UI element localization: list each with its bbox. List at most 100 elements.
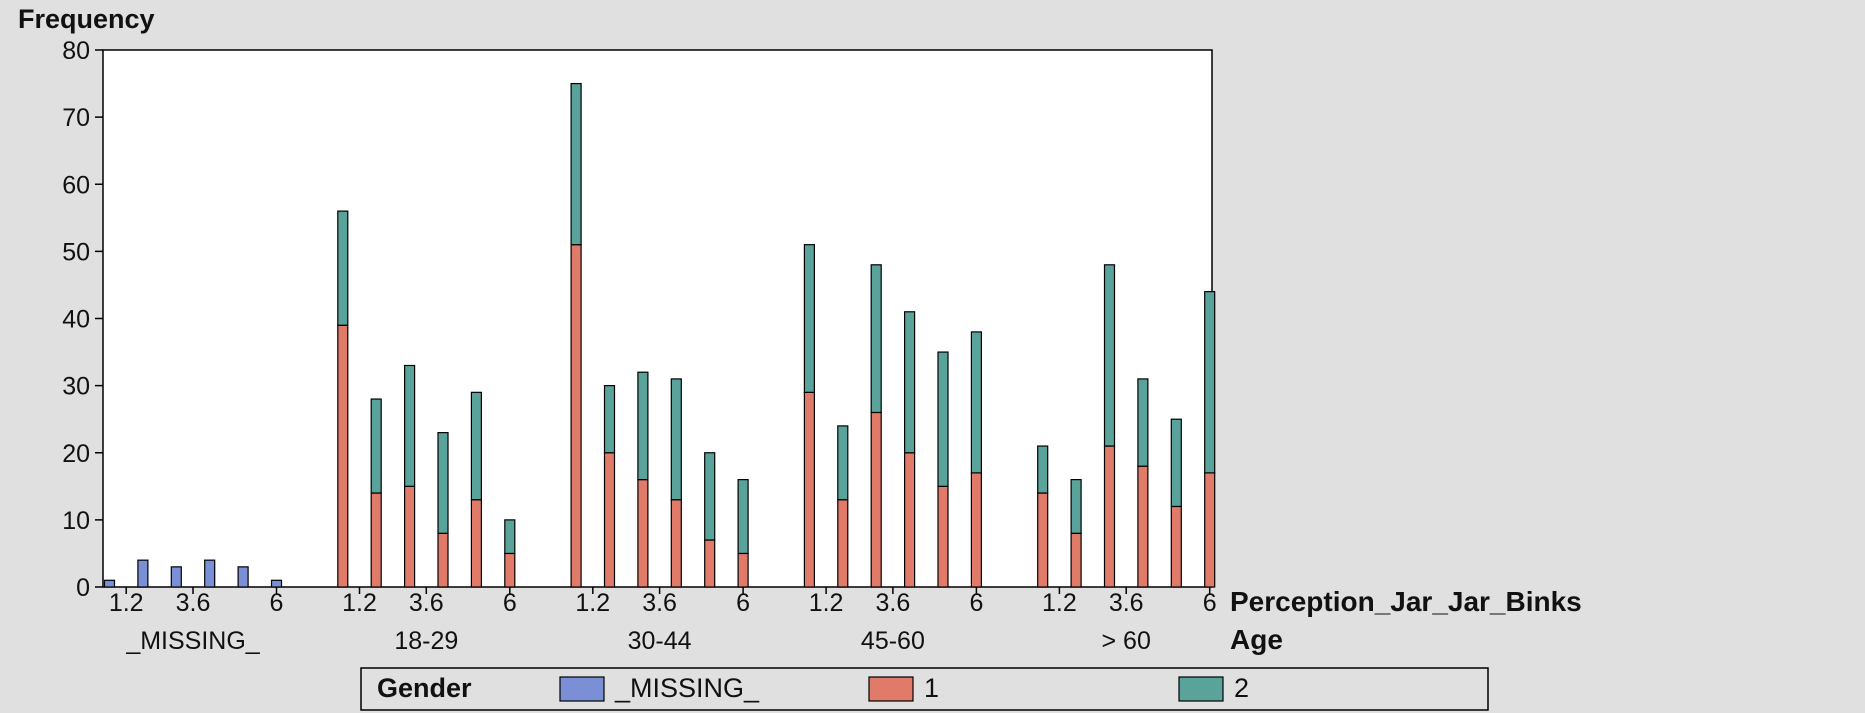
x-tick-label: 1.2 (575, 589, 610, 617)
bar-segment (370, 398, 382, 494)
y-tick-label: 40 (62, 306, 90, 334)
group-label: > 60 (1102, 627, 1151, 655)
bar-segment (470, 499, 482, 588)
x-tick-label: 6 (503, 589, 517, 617)
bar-segment (870, 264, 882, 414)
bar-segment (803, 391, 816, 588)
bar-segment (404, 364, 416, 487)
bar-segment (570, 244, 582, 588)
bar-segment (470, 391, 482, 501)
bar-segment (504, 552, 516, 588)
x-tick-label: 1.2 (809, 589, 844, 617)
legend-label: 2 (1234, 673, 1249, 703)
bar-segment (1137, 465, 1149, 588)
bar-segment (1204, 291, 1216, 474)
x-axis: 1.2 3.6 6 _MISSING_ 1.2 3.6 6 18-29 1.2 3.6 6 30-44… (109, 587, 1217, 655)
bar-segment (437, 432, 449, 534)
x-tick-label: 6 (736, 589, 750, 617)
bar-segment (370, 492, 382, 588)
bar-segment (1037, 492, 1049, 588)
bars (103, 82, 1216, 588)
bar-segment (1070, 532, 1082, 588)
bar-segment (1137, 378, 1149, 467)
y-axis: 0 10 20 30 40 50 60 70 80 (62, 37, 103, 602)
y-tick-label: 20 (62, 440, 90, 468)
y-tick-label: 0 (76, 574, 90, 602)
x-axis-label: Perception_Jar_Jar_Binks (1230, 586, 1582, 617)
bar-segment (637, 479, 649, 588)
y-tick-label: 60 (62, 171, 90, 199)
bar-segment (903, 452, 916, 588)
bar-segment (1103, 264, 1116, 447)
legend: Gender _MISSING_ 1 2 (360, 667, 1489, 711)
bar-segment (670, 378, 682, 501)
bar-segment (970, 331, 983, 474)
legend-swatch (868, 676, 914, 702)
bar-segment (1170, 505, 1182, 588)
bar-segment (903, 311, 916, 454)
y-tick-label: 10 (62, 507, 90, 535)
bar-segment (137, 559, 149, 588)
group-label: _MISSING_ (125, 627, 260, 655)
bar-segment (704, 452, 716, 541)
bar-segment (437, 532, 449, 588)
legend-swatch (559, 676, 605, 702)
bar-segment (937, 485, 949, 588)
x-tick-label: 1.2 (342, 589, 377, 617)
bar-segment (803, 244, 816, 393)
bar-segment (270, 579, 283, 588)
y-tick-label: 70 (62, 104, 90, 132)
bar-segment (1204, 472, 1216, 588)
bar-segment (737, 479, 749, 555)
y-axis-label: Frequency (18, 4, 155, 34)
x-tick-label: 1.2 (109, 589, 144, 617)
group-label: 45-60 (861, 627, 925, 655)
bar-segment (103, 579, 116, 588)
legend-entries: _MISSING_ 1 2 (559, 673, 1249, 703)
legend-swatch (1178, 676, 1224, 702)
legend-label: 1 (924, 673, 939, 703)
bar-segment (1070, 479, 1082, 534)
bar-segment (570, 82, 582, 246)
bar-segment (637, 371, 649, 481)
legend-box (360, 667, 1489, 711)
bar-segment (970, 472, 983, 588)
bar-segment (737, 552, 749, 588)
bar-segment (204, 559, 216, 588)
bar-segment (1037, 445, 1049, 494)
legend-label: _MISSING_ (614, 673, 760, 703)
x-tick-label: 1.2 (1042, 589, 1077, 617)
bar-segment (937, 351, 949, 487)
bar-segment (237, 566, 249, 588)
group-label: 30-44 (628, 627, 692, 655)
x-tick-label: 6 (969, 589, 983, 617)
group-axis-label: Age (1230, 624, 1283, 655)
bar-segment (1170, 418, 1182, 508)
plot-area (102, 49, 1213, 588)
bar-segment (504, 519, 516, 555)
bar-segment (837, 425, 849, 501)
x-tick-label: 3.6 (876, 589, 911, 617)
x-tick-label: 6 (270, 589, 284, 617)
legend-title: Gender (377, 673, 472, 703)
x-tick-label: 6 (1203, 589, 1217, 617)
x-tick-label: 3.6 (642, 589, 677, 617)
bar-segment (704, 539, 716, 588)
y-tick-label: 50 (62, 238, 90, 266)
x-tick-label: 3.6 (1109, 589, 1144, 617)
bar-segment (837, 499, 849, 588)
bar-segment (404, 485, 416, 588)
x-tick-label: 3.6 (176, 589, 211, 617)
bar-segment (603, 385, 616, 454)
y-tick-label: 30 (62, 373, 90, 401)
bar-segment (337, 324, 349, 588)
bar-segment (870, 411, 882, 588)
bar-segment (670, 499, 682, 588)
bar-segment (1103, 445, 1116, 588)
bar-segment (337, 210, 349, 326)
bar-segment (603, 452, 616, 588)
bar-segment (170, 566, 182, 588)
group-label: 18-29 (394, 627, 458, 655)
y-tick-label: 80 (62, 37, 90, 65)
